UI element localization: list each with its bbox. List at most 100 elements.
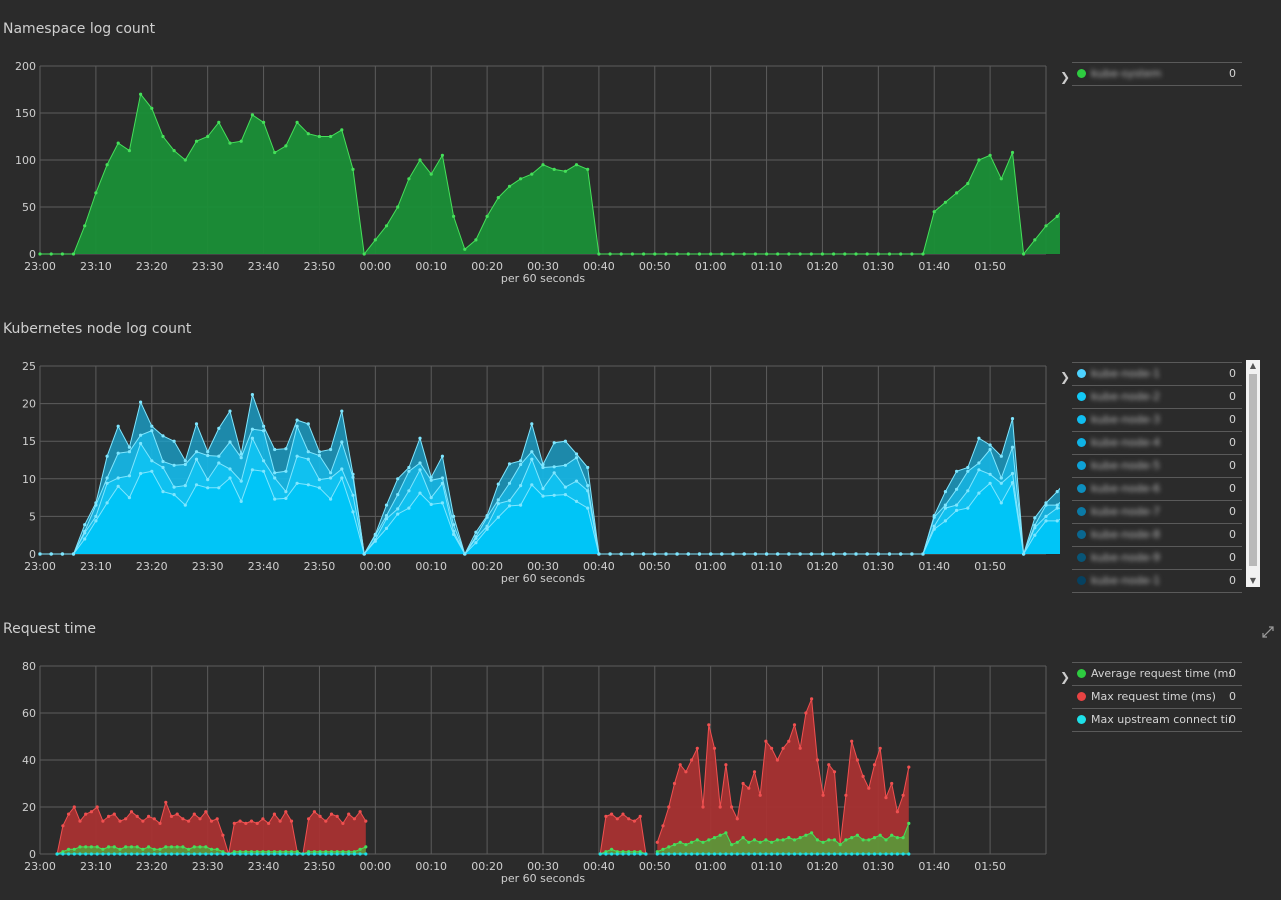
node-series-point[interactable] xyxy=(452,523,456,527)
upstream-series-point[interactable] xyxy=(832,852,837,856)
max-request-series-point[interactable] xyxy=(209,819,214,823)
max-request-series-point[interactable] xyxy=(78,819,82,823)
upstream-series-point[interactable] xyxy=(615,852,619,856)
node-series-point[interactable] xyxy=(932,527,936,531)
chevron-right-icon[interactable]: ❯ xyxy=(1060,670,1071,684)
avg-request-series-point[interactable] xyxy=(158,847,162,851)
avg-request-series-point[interactable] xyxy=(221,850,225,854)
namespace-series-point[interactable] xyxy=(1055,214,1059,218)
node-series-point[interactable] xyxy=(1010,417,1015,421)
upstream-series-point[interactable] xyxy=(55,852,59,856)
namespace-series-point[interactable] xyxy=(452,214,456,218)
node-series-point[interactable] xyxy=(876,552,880,556)
namespace-series-point[interactable] xyxy=(306,132,310,136)
max-request-series-point[interactable] xyxy=(244,821,248,825)
upstream-series-point[interactable] xyxy=(764,852,768,856)
avg-request-series-point[interactable] xyxy=(135,845,139,849)
max-request-series-point[interactable] xyxy=(610,812,614,816)
max-request-series-point[interactable] xyxy=(724,763,728,767)
node-series-point[interactable] xyxy=(574,456,579,460)
node-series-point[interactable] xyxy=(943,503,948,507)
node-series-point[interactable] xyxy=(440,481,444,485)
max-request-series-point[interactable] xyxy=(821,793,825,797)
avg-request-series-point[interactable] xyxy=(295,850,299,854)
max-request-series-point[interactable] xyxy=(712,746,717,750)
avg-request-series-point[interactable] xyxy=(655,850,659,854)
namespace-series-point[interactable] xyxy=(94,191,98,195)
namespace-series-point[interactable] xyxy=(820,252,825,256)
legend-scrollbar[interactable]: ▲ ▼ xyxy=(1246,360,1260,587)
node-series-point[interactable] xyxy=(1033,526,1037,530)
node-series-point[interactable] xyxy=(161,459,165,464)
node-series-point[interactable] xyxy=(820,552,825,556)
max-request-series-point[interactable] xyxy=(667,805,671,809)
legend-item[interactable]: kube-node-2 0 xyxy=(1072,386,1242,409)
node-series-point[interactable] xyxy=(150,459,154,463)
node-series-point[interactable] xyxy=(351,475,355,479)
avg-request-series-point[interactable] xyxy=(672,843,677,847)
max-request-series-point[interactable] xyxy=(141,819,145,823)
max-request-series-point[interactable] xyxy=(152,817,156,821)
node-series-point[interactable] xyxy=(586,465,590,470)
avg-request-series-point[interactable] xyxy=(890,833,894,837)
avg-request-series-point[interactable] xyxy=(610,847,614,851)
avg-request-series-point[interactable] xyxy=(318,850,322,854)
max-request-series-point[interactable] xyxy=(204,810,208,814)
node-series-point[interactable] xyxy=(955,503,959,507)
node-series-point[interactable] xyxy=(407,469,411,473)
node-series-point[interactable] xyxy=(329,476,333,480)
node-series-point[interactable] xyxy=(832,552,836,556)
node-series-point[interactable] xyxy=(1022,552,1026,556)
avg-request-series-point[interactable] xyxy=(181,845,185,849)
upstream-series-point[interactable] xyxy=(815,852,820,856)
upstream-series-point[interactable] xyxy=(672,852,677,856)
node-series-point[interactable] xyxy=(284,447,288,451)
upstream-series-point[interactable] xyxy=(301,852,305,856)
node-series-point[interactable] xyxy=(239,479,243,483)
namespace-series-point[interactable] xyxy=(228,141,232,145)
max-request-series-point[interactable] xyxy=(638,814,642,818)
max-request-series-point[interactable] xyxy=(604,814,608,818)
namespace-series-point[interactable] xyxy=(642,252,646,256)
avg-request-series-point[interactable] xyxy=(152,847,156,851)
avg-request-series-point[interactable] xyxy=(67,847,71,851)
upstream-series-point[interactable] xyxy=(878,852,882,856)
max-request-series-point[interactable] xyxy=(741,781,745,786)
max-request-series-point[interactable] xyxy=(752,770,757,774)
node-series-point[interactable] xyxy=(38,552,42,556)
upstream-series-point[interactable] xyxy=(632,852,637,856)
node-series-point[interactable] xyxy=(519,459,523,463)
node-series-point[interactable] xyxy=(630,552,635,556)
namespace-series-point[interactable] xyxy=(329,134,333,139)
max-request-series-point[interactable] xyxy=(787,739,791,743)
max-request-series-point[interactable] xyxy=(192,812,196,816)
node-series-point[interactable] xyxy=(396,493,400,497)
max-request-series-point[interactable] xyxy=(632,819,637,823)
node-series-point[interactable] xyxy=(239,456,243,460)
upstream-series-point[interactable] xyxy=(638,852,642,856)
max-request-series-point[interactable] xyxy=(124,817,128,821)
max-request-series-point[interactable] xyxy=(832,770,837,774)
upstream-series-point[interactable] xyxy=(855,852,860,856)
namespace-series-point[interactable] xyxy=(250,113,254,117)
node-series-point[interactable] xyxy=(373,539,377,543)
upstream-series-point[interactable] xyxy=(289,852,294,856)
node-series-point[interactable] xyxy=(116,484,120,488)
node-series-point[interactable] xyxy=(1010,445,1015,449)
upstream-series-point[interactable] xyxy=(347,852,351,856)
node-series-point[interactable] xyxy=(329,497,333,501)
avg-request-series-point[interactable] xyxy=(129,845,134,849)
node-series-point[interactable] xyxy=(295,418,299,422)
node-series-point[interactable] xyxy=(418,436,422,440)
upstream-series-point[interactable] xyxy=(158,852,162,856)
node-series-point[interactable] xyxy=(586,506,590,510)
namespace-series-point[interactable] xyxy=(608,252,612,256)
namespace-series-point[interactable] xyxy=(284,144,288,148)
node-series-point[interactable] xyxy=(440,454,444,458)
node-series-point[interactable] xyxy=(351,493,355,497)
max-request-series-point[interactable] xyxy=(89,810,93,814)
node-series-point[interactable] xyxy=(183,459,187,463)
node-series-point[interactable] xyxy=(83,531,87,535)
node-series-point[interactable] xyxy=(217,486,221,490)
avg-request-series-point[interactable] xyxy=(792,838,797,842)
